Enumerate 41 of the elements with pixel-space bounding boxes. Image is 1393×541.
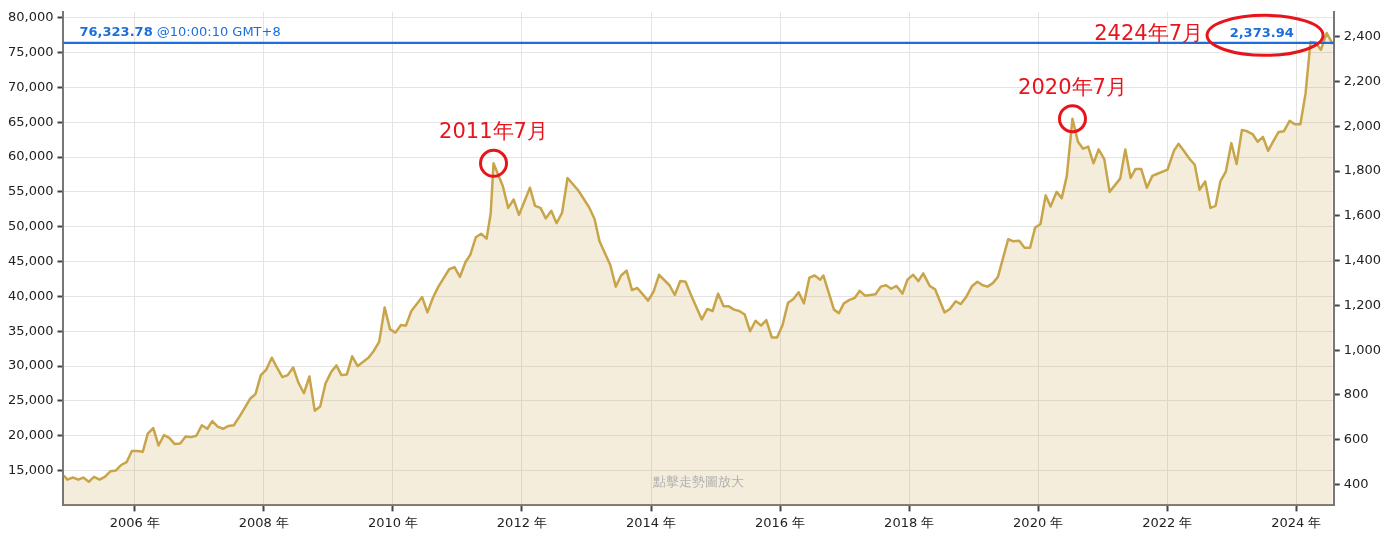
x-tick-label: 2024 年	[1271, 514, 1322, 530]
y2-tick-label: 1,200	[1343, 296, 1381, 312]
annotation: 2020年7月	[1018, 74, 1127, 99]
y-tick-label: 65,000	[7, 113, 54, 129]
y-tick-label: 80,000	[7, 9, 54, 25]
x-tick-label: 2016 年	[754, 514, 806, 530]
x-tick-label: 2006 年	[109, 514, 160, 530]
x-tick-label: 2010 年	[367, 514, 419, 530]
y2-tick-label: 1,800	[1343, 162, 1381, 178]
y-tick-label: 35,000	[7, 322, 54, 338]
ref-line-label: 76,323.78 @10:00:10 GMT+8	[79, 24, 281, 40]
x-tick-label: 2020 年	[1013, 514, 1064, 530]
x-tick-label: 2014 年	[626, 514, 677, 530]
y-tick-label: 70,000	[7, 78, 54, 94]
x-tick-label: 2012 年	[496, 514, 548, 530]
y2-tick-label: 1,400	[1343, 251, 1381, 267]
y-tick-label: 25,000	[7, 392, 54, 408]
y2-tick-label: 1,600	[1343, 207, 1381, 223]
y2-tick-label: 2,000	[1343, 117, 1381, 133]
y2-tick-label: 2,400	[1343, 28, 1381, 44]
y2-tick-label: 800	[1343, 386, 1369, 402]
y2-tick-label: 400	[1343, 475, 1369, 491]
x-tick-label: 2022 年	[1142, 514, 1193, 530]
y2-tick-label: 1,000	[1343, 341, 1381, 357]
x-tick-label: 2018 年	[884, 514, 935, 530]
y-tick-label: 60,000	[7, 148, 54, 164]
x-tick-label: 2008 年	[238, 514, 289, 530]
y-tick-label: 30,000	[7, 357, 54, 373]
y2-tick-label: 600	[1343, 431, 1369, 447]
y-tick-label: 50,000	[7, 218, 54, 234]
y-tick-label: 15,000	[7, 461, 54, 477]
annotation: 2011年7月	[439, 119, 548, 144]
annotation: 2424年7月	[1094, 21, 1204, 46]
annotation: 點擊走勢圖放大	[652, 474, 745, 490]
y-tick-label: 20,000	[7, 427, 54, 443]
y-tick-label: 40,000	[7, 287, 54, 303]
ref-line-label: 2,373.94	[1229, 25, 1294, 41]
y-tick-label: 55,000	[7, 183, 54, 199]
y-tick-label: 45,000	[7, 252, 54, 268]
y-tick-label: 75,000	[7, 43, 54, 59]
y2-tick-label: 2,200	[1343, 72, 1381, 88]
